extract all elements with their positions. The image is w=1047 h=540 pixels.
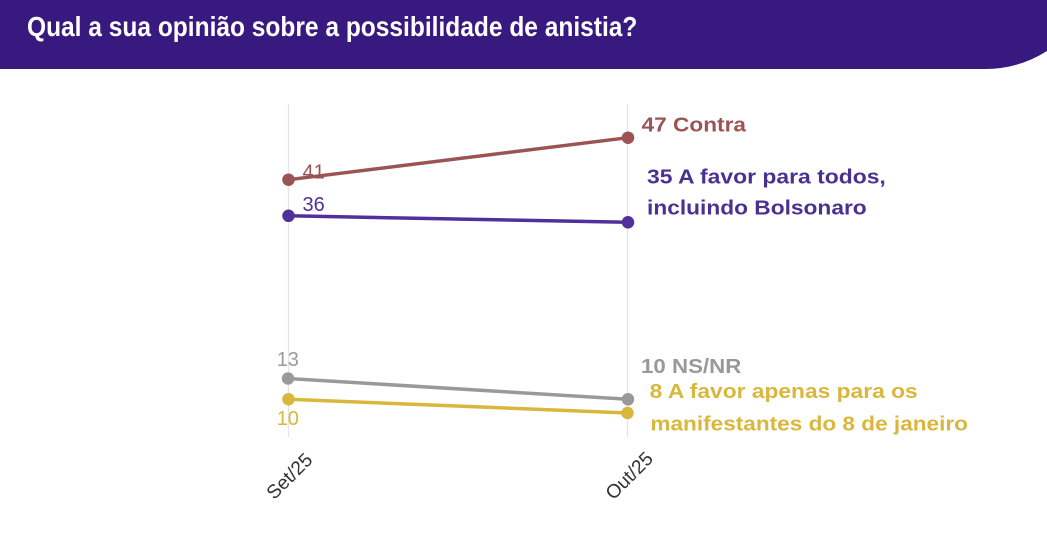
svg-text:Set/25: Set/25 xyxy=(263,450,317,504)
svg-text:35 A favor para todos,: 35 A favor para todos, xyxy=(647,167,886,189)
svg-text:10 NS/NR: 10 NS/NR xyxy=(641,356,742,378)
svg-text:incluindo Bolsonaro: incluindo Bolsonaro xyxy=(647,197,867,219)
svg-text:manifestantes do 8 de janeiro: manifestantes do 8 de janeiro xyxy=(650,413,968,435)
svg-text:47 Contra: 47 Contra xyxy=(642,115,747,137)
svg-text:41: 41 xyxy=(303,161,325,183)
svg-text:8 A favor apenas para os: 8 A favor apenas para os xyxy=(650,381,918,403)
svg-text:13: 13 xyxy=(277,349,299,371)
svg-text:Out/25: Out/25 xyxy=(602,449,658,505)
svg-text:36: 36 xyxy=(303,194,325,216)
svg-text:Qual a sua opinião sobre a pos: Qual a sua opinião sobre a possibilidade… xyxy=(27,11,637,42)
svg-text:10: 10 xyxy=(277,408,299,430)
